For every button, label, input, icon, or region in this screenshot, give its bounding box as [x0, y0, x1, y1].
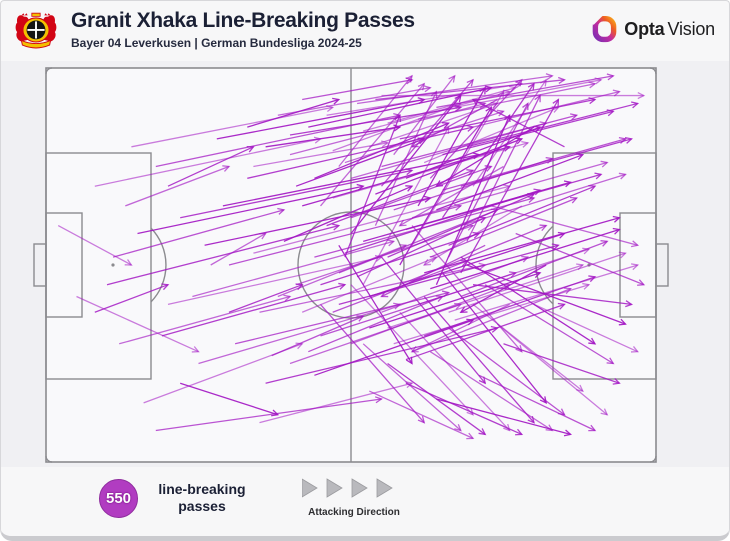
page-title: Granit Xhaka Line-Breaking Passes	[71, 9, 415, 32]
opta-vision-wordmark: Opta Vision	[624, 19, 715, 40]
page-subtitle: Bayer 04 Leverkusen | German Bundesliga …	[71, 36, 362, 51]
brand-name-vision: Vision	[667, 18, 715, 39]
bayer-leverkusen-crest-icon	[15, 12, 57, 49]
stat-label-line1: line-breaking	[158, 481, 246, 497]
attacking-direction-label: Attacking Direction	[308, 507, 400, 518]
pitch-area	[1, 61, 729, 467]
pass-count-badge: 550	[99, 479, 138, 518]
opta-vision-logo: Opta Vision	[592, 7, 715, 43]
opta-logo-icon	[592, 15, 617, 43]
pitch-markings	[33, 67, 669, 463]
stat-label: line-breaking passes	[143, 481, 261, 515]
attacking-direction: Attacking Direction	[289, 478, 419, 518]
footer-legend: 550 line-breaking passes Attacking Direc…	[1, 467, 729, 536]
header: Granit Xhaka Line-Breaking Passes Bayer …	[1, 1, 729, 61]
pass-arrows-layer	[57, 73, 646, 440]
pass-count-value: 550	[105, 490, 132, 507]
pass-map-pitch	[33, 67, 669, 463]
title-block: Granit Xhaka Line-Breaking Passes Bayer …	[71, 7, 415, 50]
brand-name-opta: Opta	[624, 18, 665, 39]
stat-label-line2: passes	[178, 497, 226, 514]
attacking-direction-icon	[302, 478, 393, 498]
